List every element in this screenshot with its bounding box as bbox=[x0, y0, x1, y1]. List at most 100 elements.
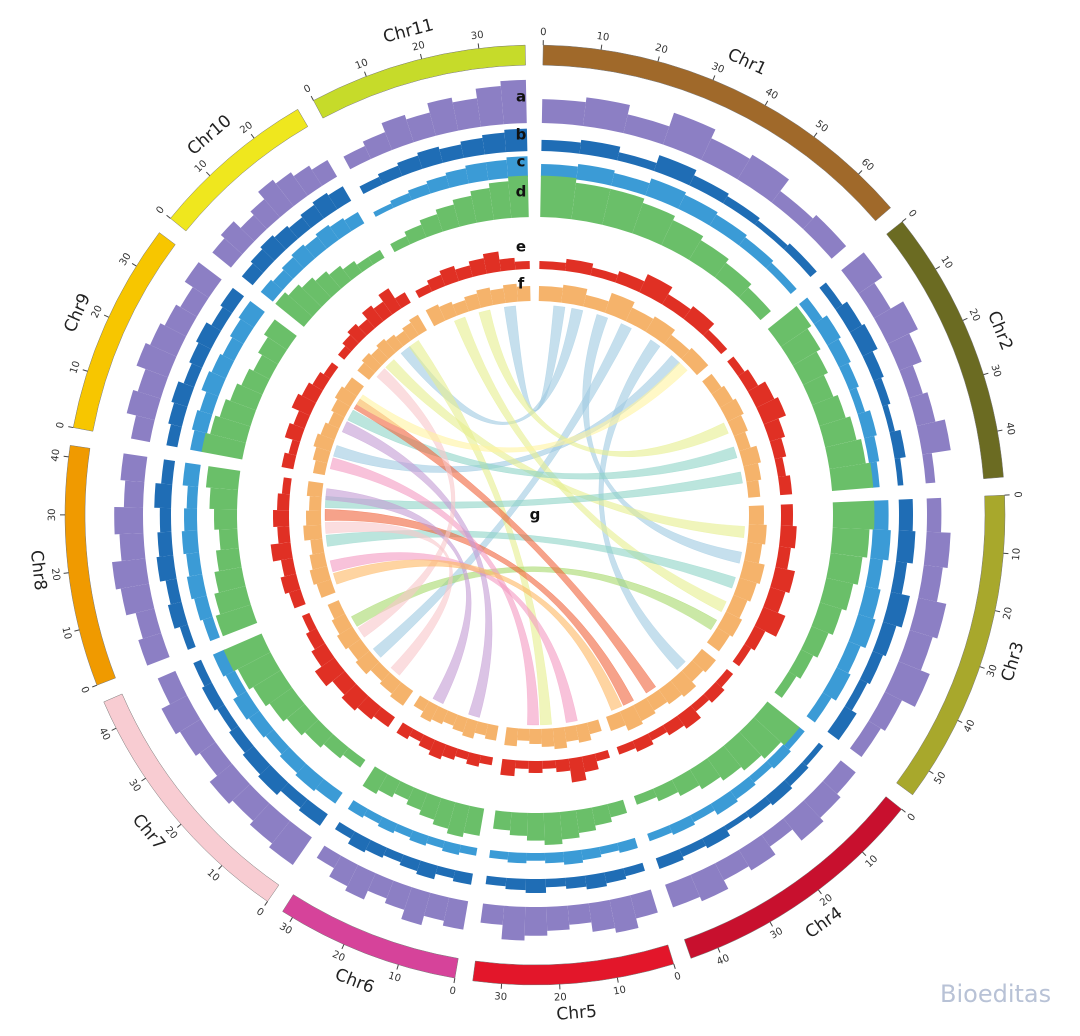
histogram-bar bbox=[515, 760, 529, 769]
histogram-bar bbox=[157, 555, 177, 581]
tick-label: 10 bbox=[59, 626, 73, 641]
tick-label: 10 bbox=[864, 853, 881, 870]
histogram-bar bbox=[749, 761, 772, 783]
tick-mark bbox=[859, 170, 862, 174]
histogram-bar bbox=[784, 243, 817, 277]
tick-label: 20 bbox=[330, 949, 346, 964]
histogram-bar bbox=[439, 144, 463, 163]
histogram-bar bbox=[927, 498, 942, 533]
histogram-bar bbox=[833, 501, 875, 530]
histogram-bar bbox=[583, 295, 609, 313]
tick-mark bbox=[902, 218, 906, 221]
histogram-bar bbox=[539, 286, 563, 303]
histogram-bar bbox=[617, 838, 638, 853]
histogram-bar bbox=[378, 166, 402, 185]
histogram-bar bbox=[120, 453, 147, 482]
histogram-bar bbox=[219, 529, 239, 550]
histogram-bar bbox=[895, 458, 904, 486]
tick-label: 40 bbox=[50, 448, 62, 462]
tick-label: 20 bbox=[1002, 606, 1015, 621]
histogram-bar bbox=[216, 548, 242, 571]
tick-mark bbox=[177, 824, 181, 827]
tick-mark bbox=[478, 43, 479, 48]
histogram-bar bbox=[281, 558, 296, 576]
histogram-bar bbox=[654, 155, 697, 185]
histogram-bar bbox=[273, 510, 289, 527]
tick-label: 20 bbox=[654, 42, 669, 56]
histogram-bar bbox=[889, 430, 905, 459]
histogram-bar bbox=[459, 845, 477, 856]
histogram-bar bbox=[202, 683, 224, 711]
chromosome-arc bbox=[473, 945, 674, 985]
tick-mark bbox=[713, 75, 715, 80]
tick-label: 30 bbox=[769, 926, 786, 942]
histogram-bar bbox=[282, 477, 292, 494]
histogram-bar bbox=[499, 258, 515, 272]
histogram-bar bbox=[426, 836, 444, 848]
tick-label: 0 bbox=[78, 685, 91, 695]
tick-mark bbox=[311, 96, 313, 100]
histogram-bar bbox=[544, 812, 563, 845]
chromosome-label: Chr5 bbox=[556, 1002, 598, 1025]
tick-label: 30 bbox=[118, 251, 134, 268]
histogram-bar bbox=[781, 504, 793, 526]
track-label: f bbox=[518, 275, 525, 293]
histogram-bar bbox=[209, 488, 238, 510]
histogram-bar bbox=[746, 480, 760, 498]
histogram-bar bbox=[703, 330, 727, 354]
tick-label: 0 bbox=[906, 812, 919, 824]
histogram-bar bbox=[503, 284, 518, 303]
histogram-bar bbox=[648, 725, 667, 740]
histogram-bar bbox=[307, 481, 324, 497]
tick-mark bbox=[718, 948, 720, 953]
histogram-bar bbox=[166, 424, 181, 447]
histogram-bar bbox=[180, 625, 196, 650]
histogram-bar bbox=[306, 511, 321, 526]
tick-mark bbox=[219, 866, 222, 870]
tick-mark bbox=[617, 978, 618, 983]
histogram-bar bbox=[865, 558, 883, 589]
tick-label: 10 bbox=[1011, 548, 1023, 562]
histogram-bar bbox=[581, 847, 601, 860]
histogram-bar bbox=[744, 542, 762, 563]
histogram-bar bbox=[645, 178, 686, 209]
tick-label: 10 bbox=[68, 360, 82, 375]
tick-label: 30 bbox=[710, 61, 726, 76]
histogram-bar bbox=[873, 500, 889, 530]
chromosome-label: Chr2 bbox=[983, 308, 1016, 353]
histogram-bar bbox=[739, 237, 773, 268]
tick-label: 50 bbox=[813, 119, 830, 135]
tick-mark bbox=[674, 964, 675, 969]
tick-mark bbox=[995, 611, 1000, 612]
tick-mark bbox=[420, 54, 421, 59]
histogram-bar bbox=[576, 164, 614, 186]
histogram-bar bbox=[723, 196, 760, 225]
histogram-bar bbox=[858, 410, 877, 438]
histogram-bar bbox=[755, 220, 788, 249]
tick-mark bbox=[64, 573, 69, 574]
tick-mark bbox=[454, 978, 455, 983]
histogram-bar bbox=[168, 403, 187, 427]
histogram-bar bbox=[583, 97, 630, 133]
tick-mark bbox=[814, 133, 817, 137]
histogram-bar bbox=[669, 815, 695, 835]
histogram-bar bbox=[426, 175, 449, 193]
histogram-bar bbox=[436, 866, 456, 879]
histogram-bar bbox=[214, 509, 237, 530]
histogram-bar bbox=[504, 727, 518, 746]
tick-label: 30 bbox=[126, 777, 142, 794]
histogram-bar bbox=[277, 493, 290, 510]
histogram-bar bbox=[517, 728, 530, 741]
histogram-bar bbox=[526, 853, 545, 861]
tick-label: 20 bbox=[90, 304, 105, 320]
histogram-bar bbox=[882, 405, 895, 433]
histogram-bar bbox=[909, 392, 935, 426]
tick-mark bbox=[658, 57, 659, 62]
tick-label: 10 bbox=[938, 254, 954, 271]
histogram-bar bbox=[525, 907, 548, 936]
track-label: e bbox=[516, 238, 526, 256]
histogram-bar bbox=[187, 574, 207, 599]
histogram-bar bbox=[309, 496, 322, 511]
